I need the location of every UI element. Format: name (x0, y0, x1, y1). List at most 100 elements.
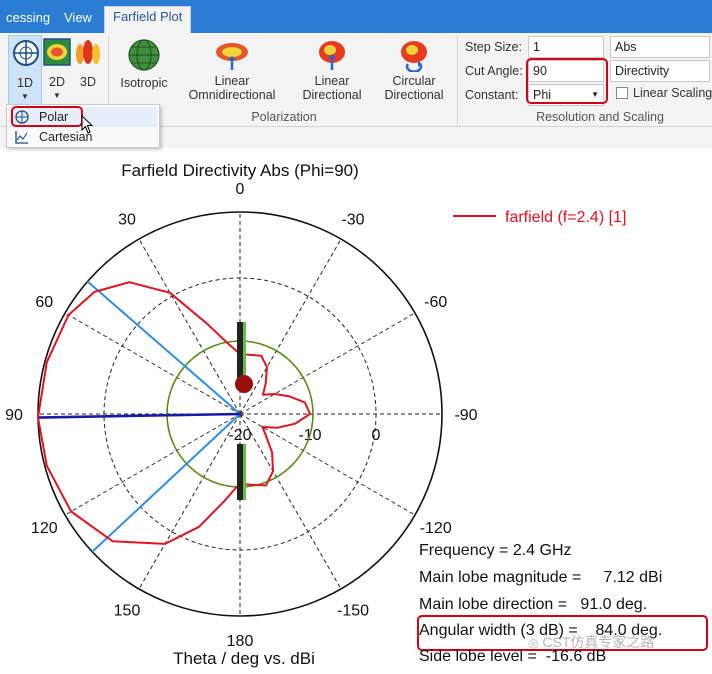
angle-label: 60 (35, 294, 53, 311)
linear-scaling-checkbox[interactable] (616, 87, 628, 99)
info-main-lobe-magnitude: Main lobe magnitude = 7.12 dBi (419, 569, 663, 586)
plot-type-1d-label: 1D (17, 76, 33, 90)
step-size-label: Step Size: (465, 40, 522, 54)
near-field-blob (235, 375, 253, 393)
radial-label: 0 (372, 427, 381, 444)
feed-marker-top (237, 322, 243, 380)
separator (108, 36, 109, 126)
wechat-logo-icon: ◎ (528, 636, 539, 650)
circular-directional-button[interactable]: Circular Directional (378, 38, 450, 106)
pattern-3d-icon (76, 40, 100, 64)
grid-spoke (64, 312, 241, 415)
plot-type-2d-label: 2D (49, 75, 65, 89)
info-frequency: Frequency = 2.4 GHz (419, 542, 572, 559)
heatmap-2d-icon (43, 38, 71, 66)
feed-marker-bottom (237, 444, 243, 500)
plot-type-3d-button[interactable]: 3D (74, 35, 102, 105)
feed-marker-top-edge (243, 322, 246, 380)
ribbon-bottom-border (0, 126, 712, 127)
linear-directional-button[interactable]: Linear Directional (296, 38, 368, 106)
angle-label: 0 (236, 181, 245, 198)
angle-label: 120 (31, 520, 58, 537)
linear-omnidirectional-button[interactable]: Linear Omnidirectional (184, 38, 280, 106)
polar-grid-icon (13, 40, 39, 66)
ribbon: cessing View Farfield Plot 1D ▼ 2D ▼ 3D (0, 0, 712, 148)
scale-mode-select[interactable]: Abs (610, 36, 710, 58)
legend-label: farfield (f=2.4) [1] (505, 209, 626, 226)
step-size-field[interactable]: 1 (528, 36, 604, 58)
angle-label: 90 (5, 407, 23, 424)
menu-item-polar-label: Polar (39, 110, 69, 124)
tab-farfield-plot[interactable]: Farfield Plot (104, 6, 192, 33)
angle-label: 150 (114, 603, 141, 620)
linear-omnidirectional-label: Linear Omnidirectional (188, 74, 276, 102)
tab-bar: cessing View Farfield Plot (0, 0, 712, 33)
linear-scaling-label: Linear Scaling (633, 86, 712, 100)
constant-select[interactable]: Phi ▼ (528, 84, 604, 106)
quantity-select[interactable]: Directivity (610, 60, 710, 82)
polar-plot-canvas: Farfield Directivity Abs (Phi=90) farfie… (5, 161, 626, 668)
isotropic-label: Isotropic (120, 76, 168, 90)
separator (457, 36, 458, 126)
grid-spoke (239, 413, 416, 516)
grid-spoke (239, 413, 342, 590)
plot-type-dropdown-menu: Polar Cartesian (6, 104, 160, 148)
info-angular-width: Angular width (3 dB) = 84.0 deg. (419, 622, 663, 639)
angle-label: -120 (420, 520, 452, 537)
chevron-down-icon: ▼ (21, 92, 29, 101)
polar-grid (37, 211, 443, 617)
x-axis-label: Theta / deg vs. dBi (173, 649, 315, 668)
angle-label: -60 (424, 294, 447, 311)
grid-spoke (138, 413, 241, 590)
info-main-lobe-direction: Main lobe direction = 91.0 deg. (419, 596, 648, 613)
angle-label: 180 (227, 633, 254, 650)
chevron-down-icon: ▼ (53, 91, 61, 100)
menu-item-cartesian[interactable]: Cartesian (9, 127, 157, 147)
constant-select-value: Phi (533, 88, 552, 102)
tab-post-processing[interactable]: cessing (6, 10, 51, 25)
angular-width-highlight (417, 615, 708, 651)
constant-label: Constant: (465, 88, 519, 102)
watermark-text: CST仿真专家之路 (542, 634, 655, 650)
cartesian-icon (15, 131, 28, 144)
polar-traces (37, 280, 314, 553)
resolution-group-label: Resolution and Scaling (536, 110, 664, 124)
cut-angle-label: Cut Angle: (465, 64, 523, 78)
feed-marker-bottom-edge (243, 444, 246, 500)
angle-label: -150 (337, 603, 369, 620)
angle-label: -90 (454, 407, 477, 424)
plot-type-2d-button[interactable]: 2D ▼ (42, 35, 72, 105)
linear-directional-label: Linear Directional (302, 74, 362, 102)
info-side-lobe-level: Side lobe level = -16.6 dB (419, 648, 607, 665)
isotropic-button[interactable]: Isotropic (114, 38, 174, 98)
grid-spoke (239, 312, 416, 415)
grid-spoke (138, 238, 241, 415)
plot-title: Farfield Directivity Abs (Phi=90) (121, 161, 359, 180)
globe-icon (128, 39, 160, 71)
omnidirectional-pattern-icon (216, 43, 248, 70)
plot-type-3d-label: 3D (80, 75, 96, 89)
watermark: ◎ CST仿真专家之路 (528, 632, 654, 652)
angle-label: 30 (118, 211, 136, 228)
cut-angle-field[interactable]: 90 (528, 60, 604, 82)
beamwidth-line (86, 280, 241, 415)
polar-highlight (11, 106, 83, 127)
mouse-cursor-icon (81, 115, 94, 134)
grid-spoke (239, 238, 342, 415)
plot-type-1d-button[interactable]: 1D ▼ (8, 35, 42, 105)
main-lobe-line (38, 412, 241, 419)
farfield-plot-area: Farfield Directivity Abs (Phi=90) farfie… (0, 148, 712, 674)
circular-directional-label: Circular Directional (384, 74, 444, 102)
radial-label: -20 (228, 427, 251, 444)
tab-view[interactable]: View (64, 10, 92, 25)
directional-pattern-icon (319, 41, 345, 70)
cut-settings-highlight (526, 58, 608, 104)
chevron-down-icon: ▼ (591, 90, 599, 99)
polar-icon (15, 110, 29, 124)
menu-item-cartesian-label: Cartesian (39, 130, 93, 144)
farfield-pattern-trace (37, 281, 311, 545)
grid-spoke (64, 413, 241, 516)
polarization-group-label: Polarization (251, 110, 317, 124)
angle-label: -30 (341, 211, 364, 228)
